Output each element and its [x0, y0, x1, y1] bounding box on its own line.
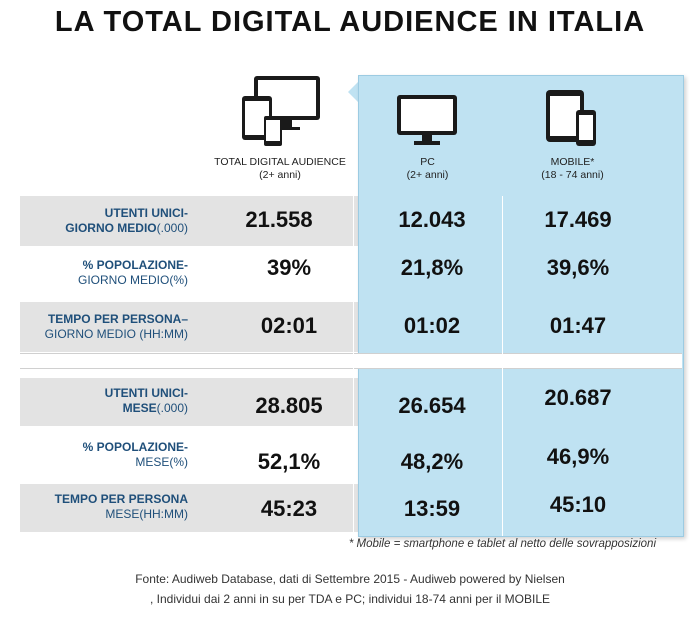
data-value: 13:59	[403, 496, 461, 521]
data-value: 01:02	[403, 313, 461, 338]
panel-notch	[348, 80, 360, 104]
highlight-panel	[358, 75, 684, 537]
footnote: * Mobile = smartphone e tablet al netto …	[348, 538, 656, 550]
source-line: Fonte: Audiweb Database, dati di Settemb…	[135, 572, 565, 586]
data-value: 39,6%	[546, 255, 610, 280]
data-value: 28.805	[255, 393, 323, 418]
monitor-icon	[397, 95, 457, 145]
column-separator	[502, 196, 503, 536]
section-divider	[20, 353, 682, 369]
data-value: 39%	[266, 255, 312, 280]
row-label-tempo-giorno: TEMPO PER PERSONA– GIORNO MEDIO (HH:MM)	[44, 312, 188, 341]
row-label-popolazione-mese: % POPOLAZIONE- MESE(%)	[82, 440, 188, 469]
col-header-mobile: MOBILE* (18 - 74 anni)	[541, 156, 604, 181]
data-value: 45:10	[549, 492, 607, 517]
row-label-utenti-mese: UTENTI UNICI- MESE(.000)	[104, 386, 188, 415]
source-line: , Individui dai 2 anni in su per TDA e P…	[150, 592, 550, 606]
row-label-tempo-mese: TEMPO PER PERSONA MESE(HH:MM)	[54, 492, 188, 521]
tablet-phone-icon	[546, 90, 596, 146]
row-label-popolazione-giorno: % POPOLAZIONE- GIORNO MEDIO(%)	[78, 258, 188, 287]
data-value: 45:23	[260, 496, 318, 521]
data-value: 12.043	[398, 207, 466, 232]
multi-device-icon	[242, 76, 320, 146]
data-value: 21,8%	[400, 255, 464, 280]
data-value: 20.687	[544, 385, 612, 410]
col-header-pc: PC (2+ anni)	[406, 156, 449, 181]
data-value: 48,2%	[400, 449, 464, 474]
column-separator	[353, 196, 354, 536]
data-value: 26.654	[398, 393, 466, 418]
data-value: 02:01	[260, 313, 318, 338]
data-value: 17.469	[544, 207, 612, 232]
data-value: 21.558	[245, 207, 313, 232]
data-value: 46,9%	[546, 444, 610, 469]
row-label-utenti-giorno: UTENTI UNICI- GIORNO MEDIO(.000)	[65, 206, 188, 235]
data-value: 52,1%	[257, 449, 321, 474]
data-value: 01:47	[549, 313, 607, 338]
page-title: LA TOTAL DIGITAL AUDIENCE IN ITALIA	[54, 6, 646, 38]
col-header-tda: TOTAL DIGITAL AUDIENCE (2+ anni)	[214, 156, 346, 181]
